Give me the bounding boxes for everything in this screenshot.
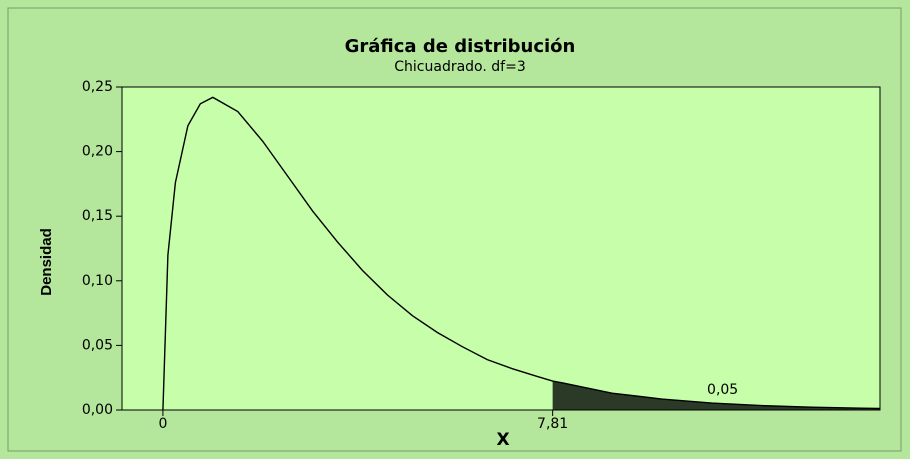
frame [7, 7, 902, 452]
shaded-area [552, 381, 880, 410]
y-tick-label: 0,10 [82, 273, 113, 289]
y-tick-label: 0,15 [82, 208, 113, 224]
chart-title: Gráfica de distribución [345, 36, 576, 57]
y-tick-label: 0,20 [82, 144, 113, 160]
area-label: 0,05 [707, 382, 738, 398]
y-tick-label: 0,25 [82, 79, 113, 95]
plot-area [121, 86, 881, 411]
x-tick-label: 0 [158, 416, 167, 432]
x-axis-label: X [496, 430, 509, 450]
x-tick-label: 7,81 [537, 416, 568, 432]
density-line [162, 96, 880, 411]
chart-subtitle: Chicuadrado. df=3 [394, 59, 525, 75]
y-tick-label: 0,00 [82, 402, 113, 418]
y-tick-label: 0,05 [82, 337, 113, 353]
plot-border [121, 86, 881, 411]
y-axis-label: Densidad [38, 228, 55, 296]
